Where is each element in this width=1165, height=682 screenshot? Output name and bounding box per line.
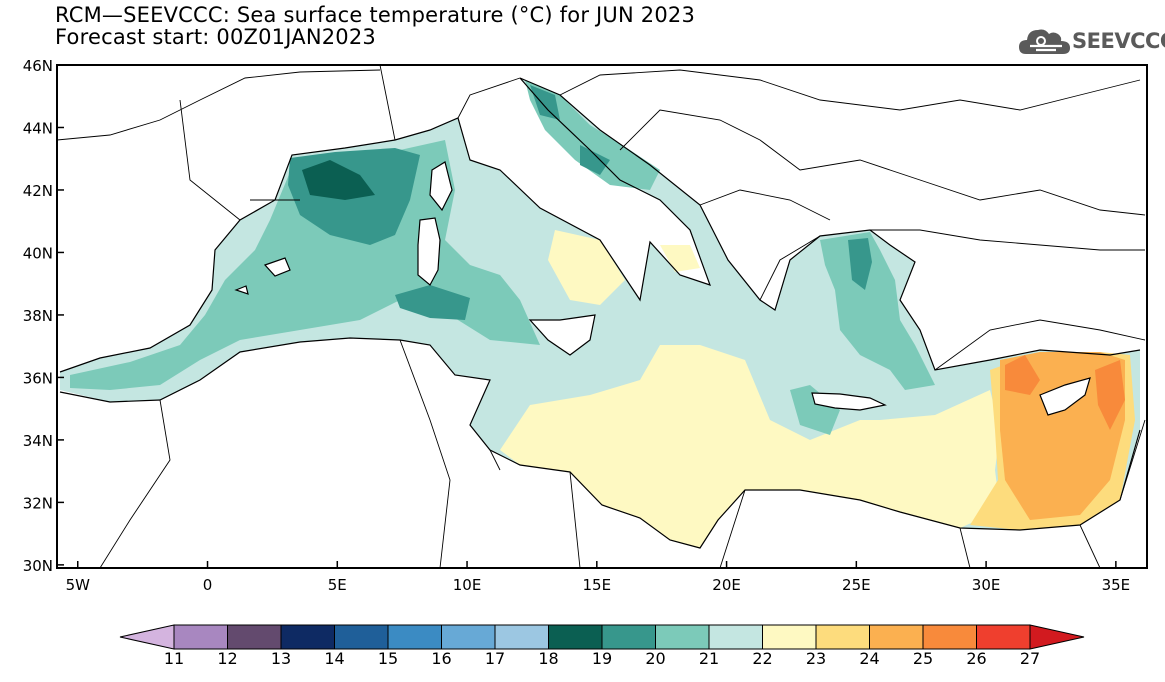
lon-tick-label: 35E: [1102, 576, 1131, 594]
colorbar-label: 25: [912, 649, 934, 668]
europe-coast: [59, 77, 1141, 373]
colorbar-label: 24: [859, 649, 880, 668]
lat-tick-label: 30N: [23, 557, 53, 575]
colorbar-swatch: [601, 624, 656, 650]
balearic-islands: [234, 257, 291, 295]
colorbar: [119, 624, 1085, 650]
colorbar-label: 15: [377, 649, 399, 668]
sst-23-region: [500, 345, 1000, 548]
colorbar-swatch: [441, 624, 496, 650]
map-border: [56, 64, 1148, 569]
colorbar-label: 16: [431, 649, 452, 668]
colorbar-label: 14: [324, 649, 345, 668]
colorbar-label: 27: [1019, 649, 1041, 668]
colorbar-swatch: [387, 624, 442, 650]
colorbar-label: 19: [591, 649, 613, 668]
colorbar-label: 20: [645, 649, 666, 668]
colorbar-swatch: [708, 624, 763, 650]
map-title: RCM—SEEVCCC: Sea surface temperature (°C…: [55, 4, 695, 48]
colorbar-swatch: [227, 624, 282, 650]
country-borders: [57, 65, 1146, 568]
colorbar-label: 17: [484, 649, 506, 668]
sst-23-ionian-coast: [660, 245, 700, 272]
lat-tick-label: 38N: [23, 307, 53, 325]
colorbar-swatch: [762, 624, 817, 650]
lat-tick-label: 42N: [23, 182, 53, 200]
sst-19-adriatic: [530, 85, 610, 175]
lat-tick-label: 46N: [23, 57, 53, 75]
sst-18-gulf-of-lion: [302, 160, 375, 200]
latitude-axis: 46N 44N 42N 40N 38N 36N 34N 32N 30N: [23, 57, 64, 575]
lon-tick-label: 10E: [453, 576, 482, 594]
lon-tick-label: 5W: [66, 576, 91, 594]
lon-tick-label: 25E: [842, 576, 871, 594]
crete-island: [811, 392, 887, 411]
sst-20-west: [70, 140, 540, 390]
lat-tick-label: 36N: [23, 369, 53, 387]
colorbar-swatch: [548, 624, 603, 650]
colorbar-swatch: [976, 624, 1031, 650]
colorbar-label: 11: [163, 649, 185, 668]
colorbar-label: 13: [270, 649, 292, 668]
title-line-1: RCM—SEEVCCC: Sea surface temperature (°C…: [55, 3, 696, 27]
colorbar-label: 18: [538, 649, 559, 668]
colorbar-over-triangle: [1029, 624, 1085, 650]
logo-text: SEEVCCC: [1072, 29, 1165, 53]
lon-tick-label: 15E: [583, 576, 612, 594]
title-line-2: Forecast start: 00Z01JAN2023: [55, 25, 376, 49]
colorbar-swatch: [494, 624, 549, 650]
sst-26-levant: [1005, 355, 1125, 430]
lat-tick-label: 34N: [23, 432, 53, 450]
colorbar-label: 23: [805, 649, 827, 668]
colorbar-label: 26: [966, 649, 987, 668]
lon-tick-label: 20E: [712, 576, 741, 594]
cyprus-island: [1039, 377, 1091, 416]
colorbar-swatch: [922, 624, 977, 650]
longitude-axis: 5W 0 5E 10E 15E 20E 25E 30E 35E: [66, 561, 1131, 594]
colorbar-swatch: [655, 624, 710, 650]
sst-23-adriatic: [548, 230, 625, 305]
lon-tick-label: 30E: [972, 576, 1001, 594]
sst-20-adriatic: [525, 80, 660, 190]
corsica-island: [429, 161, 453, 212]
lon-tick-label: 5E: [328, 576, 347, 594]
lat-tick-label: 44N: [23, 119, 53, 137]
colorbar-label: 22: [752, 649, 773, 668]
colorbar-swatch: [280, 624, 335, 650]
land-masses: [57, 65, 1146, 568]
colorbar-label: 12: [217, 649, 238, 668]
colorbar-label: 21: [698, 649, 720, 668]
lat-tick-label: 40N: [23, 244, 53, 262]
sst-19-aegean: [848, 238, 872, 290]
colorbar-under-triangle: [119, 624, 175, 650]
sst-20-aegean: [790, 232, 935, 435]
colorbar-boxes: [173, 624, 1031, 650]
colorbar-swatch: [173, 624, 228, 650]
cloud-icon: [1019, 29, 1070, 54]
seevccc-logo: SEEVCCC: [1018, 24, 1165, 58]
colorbar-swatch: [869, 624, 924, 650]
lat-tick-label: 32N: [23, 494, 53, 512]
sardinia-island: [417, 217, 441, 286]
colorbar-swatch: [334, 624, 389, 650]
sst-field: [60, 78, 1140, 548]
lon-tick-label: 0: [203, 576, 213, 594]
colorbar-swatch: [815, 624, 870, 650]
sicily-island: [528, 314, 596, 356]
sst-25-levant: [1000, 352, 1125, 520]
